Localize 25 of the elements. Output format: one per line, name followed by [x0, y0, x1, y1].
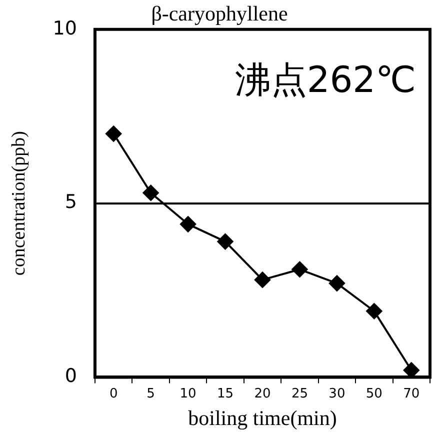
x-tick-label: 30: [328, 386, 346, 402]
x-axis-title: boiling time(min): [188, 406, 337, 430]
point: [106, 126, 122, 142]
x-tick-label: 70: [403, 386, 420, 402]
y-axis-title: concentration(ppb): [8, 131, 30, 276]
x-tick-label: 25: [291, 386, 308, 402]
chart-title: β-caryophyllene: [151, 1, 288, 26]
x-tick-label: 50: [366, 386, 382, 402]
y-tick-label: 5: [64, 191, 77, 214]
y-tick-label: 0: [64, 365, 77, 388]
point: [142, 184, 159, 201]
annotation: 沸点262℃: [234, 60, 416, 101]
x-tick-label: 20: [254, 386, 271, 402]
x-tick-label: 15: [216, 386, 234, 402]
point: [254, 272, 270, 288]
y-tick-label: 10: [52, 17, 77, 40]
point: [366, 303, 382, 320]
point: [180, 216, 196, 232]
point: [217, 234, 234, 250]
point: [328, 275, 345, 292]
x-tick-label: 5: [146, 386, 155, 402]
point: [403, 362, 420, 378]
x-tick-label: 10: [180, 386, 196, 402]
point: [292, 261, 308, 278]
x-tick-label: 0: [109, 386, 118, 402]
